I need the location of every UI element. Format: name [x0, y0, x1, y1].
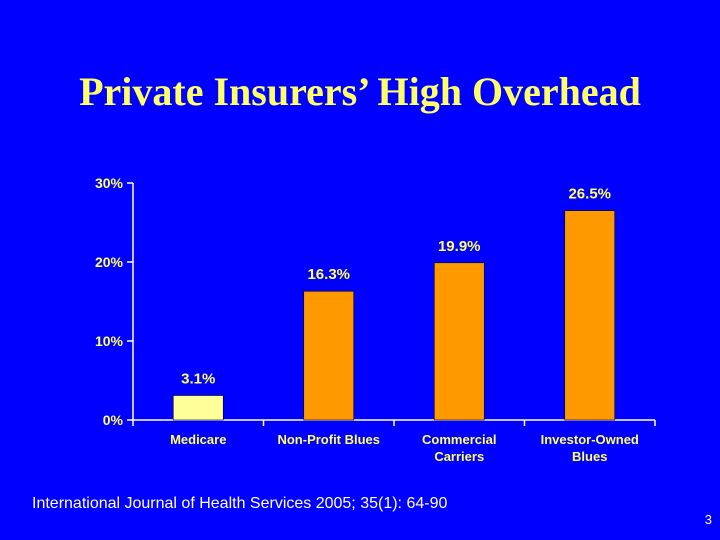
x-tick-label: Investor-Owned: [541, 432, 639, 447]
chart-bars: [172, 210, 616, 421]
page-number: 3: [704, 512, 712, 527]
y-tick-label: 30%: [95, 175, 124, 191]
bar: [303, 290, 355, 421]
citation: International Journal of Health Services…: [32, 495, 448, 512]
y-tick-label: 0%: [103, 412, 124, 428]
bar: [564, 210, 616, 421]
x-tick-label: Medicare: [170, 432, 226, 447]
slide-title: Private Insurers’ High Overhead: [79, 69, 641, 114]
chart-labels: 0% 10% 20% 30% 3.1% Medicare 16.3% Non-Profit B…: [95, 175, 639, 464]
data-label: 19.9%: [438, 238, 481, 255]
x-tick-label: Blues: [572, 449, 607, 464]
bar: [172, 395, 224, 421]
data-label: 26.5%: [568, 186, 611, 203]
bar: [433, 262, 485, 421]
y-tick-label: 10%: [95, 333, 124, 349]
y-tick-label: 20%: [95, 254, 124, 270]
data-label: 16.3%: [307, 266, 350, 283]
x-tick-label: Carriers: [434, 449, 484, 464]
x-tick-label: Non-Profit Blues: [277, 432, 380, 447]
data-label: 3.1%: [181, 371, 215, 388]
x-tick-label: Commercial: [422, 432, 496, 447]
